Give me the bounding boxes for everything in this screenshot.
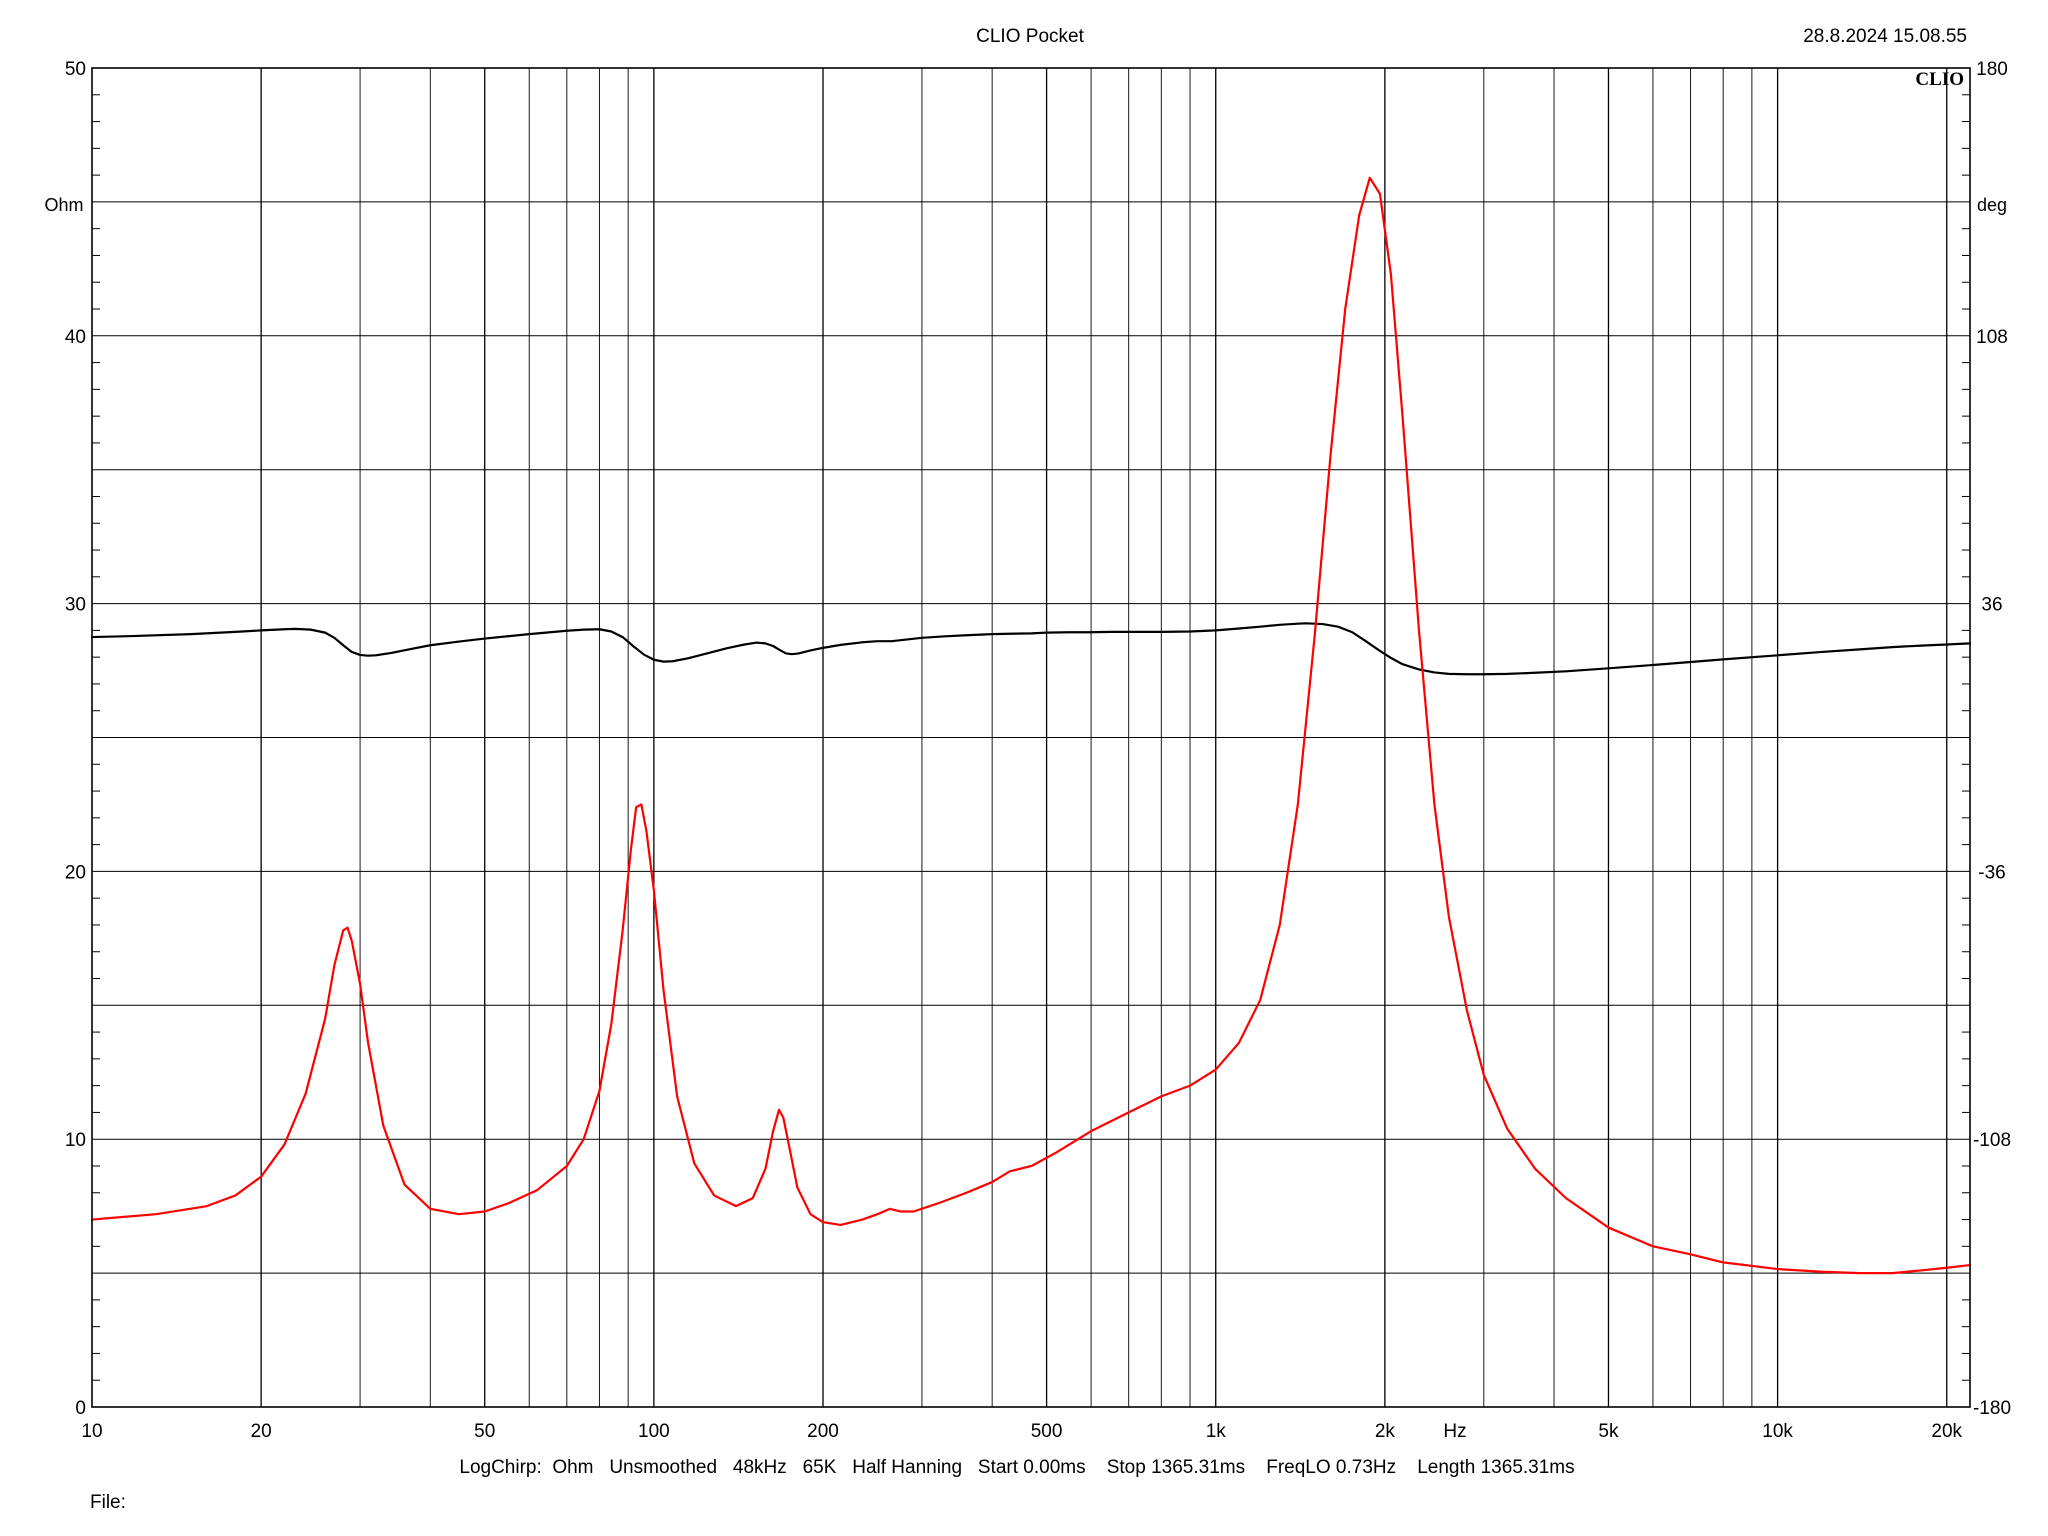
x-axis-tick-labels: 10 20 50 100 200 500 1k 2k 5k 10k 20k: [81, 1421, 1962, 1442]
clio-logo: CLIO: [1915, 69, 1964, 90]
right-y-tick-label: 36: [1981, 595, 2002, 616]
right-y-tick-label: -36: [1978, 862, 2005, 883]
x-tick-label: 500: [1031, 1421, 1063, 1442]
x-tick-label: 200: [807, 1421, 839, 1442]
plot-frame: [91, 67, 1971, 1408]
x-axis-unit-label: Hz: [1443, 1421, 1466, 1442]
x-tick-label: 10k: [1762, 1421, 1793, 1442]
x-tick-label: 20k: [1931, 1421, 1962, 1442]
left-y-tick-label: 20: [65, 862, 86, 883]
left-axis-tick-labels: 0 10 20 30 40 50: [65, 59, 86, 1419]
measurement-settings: LogChirp: Ohm Unsmoothed 48kHz 65K Half …: [459, 1457, 1574, 1478]
x-tick-label: 1k: [1206, 1421, 1227, 1442]
x-tick-label: 50: [474, 1421, 495, 1442]
left-y-tick-label: 0: [75, 1398, 86, 1419]
impedance-curve: [90, 176, 1972, 1275]
left-y-tick-label: 10: [65, 1130, 86, 1151]
chart-title: CLIO Pocket: [976, 26, 1084, 47]
left-axis-unit-label: Ohm: [44, 195, 83, 215]
left-y-tick-label: 50: [65, 59, 86, 80]
right-y-tick-label: -180: [1973, 1398, 2011, 1419]
file-label: File:: [90, 1492, 126, 1513]
left-y-tick-label: 40: [65, 327, 86, 348]
phase-curve: [90, 622, 1972, 676]
left-y-tick-label: 30: [65, 595, 86, 616]
x-tick-label: 5k: [1598, 1421, 1619, 1442]
right-y-tick-label: -108: [1973, 1130, 2011, 1151]
curves: [90, 176, 1972, 1275]
measurement-timestamp: 28.8.2024 15.08.55: [1803, 26, 1967, 47]
right-axis-tick-labels: -180 -108 -36 36 108 180: [1973, 59, 2011, 1419]
grid: [92, 68, 1970, 1407]
x-tick-label: 100: [638, 1421, 670, 1442]
x-tick-label: 2k: [1375, 1421, 1396, 1442]
right-y-tick-label: 108: [1976, 327, 2008, 348]
x-tick-label: 10: [81, 1421, 102, 1442]
right-axis-unit-label: deg: [1977, 195, 2007, 215]
x-tick-label: 20: [251, 1421, 272, 1442]
right-y-tick-label: 180: [1976, 59, 2008, 80]
